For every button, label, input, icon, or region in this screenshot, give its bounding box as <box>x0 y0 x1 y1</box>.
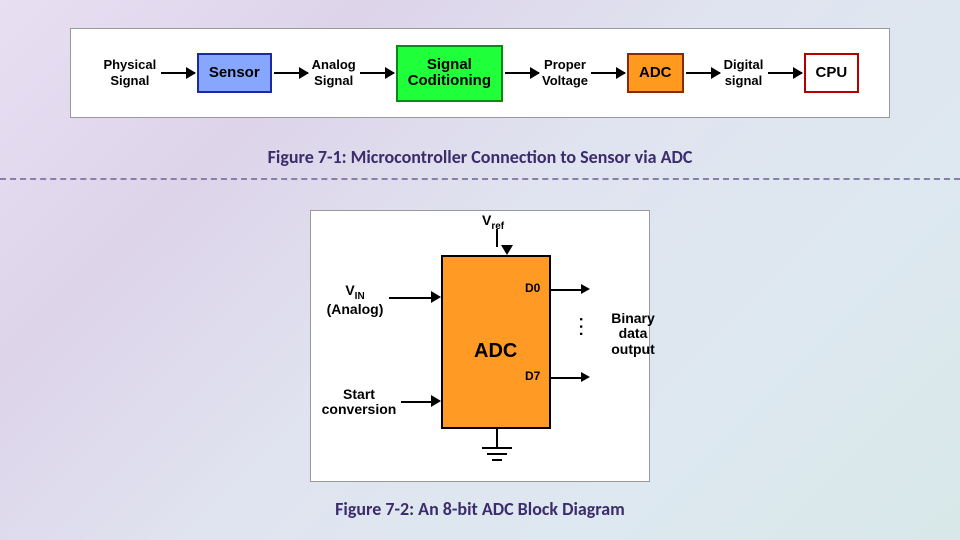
label-physical-signal: PhysicalSignal <box>101 57 159 88</box>
arrow-icon <box>161 72 195 74</box>
arrow-icon <box>505 72 539 74</box>
arrow-icon <box>274 72 308 74</box>
ground-icon <box>492 459 502 461</box>
arrowhead-icon <box>501 245 513 255</box>
label-d7: D7 <box>525 370 540 383</box>
arrowhead-icon <box>431 291 441 303</box>
pin-ground <box>496 429 498 447</box>
box-signal-conditioning: SignalCoditioning <box>396 45 503 102</box>
pin-d0 <box>551 289 581 291</box>
box-sensor: Sensor <box>197 53 272 94</box>
label-binary-output: Binarydataoutput <box>603 311 663 357</box>
arrow-icon <box>686 72 720 74</box>
label-d0: D0 <box>525 282 540 295</box>
arrowhead-icon <box>581 284 590 294</box>
pin-vin <box>389 297 433 299</box>
ground-icon <box>482 447 512 449</box>
box-adc: ADC <box>627 53 684 94</box>
adc-block-label: ADC <box>474 340 517 363</box>
arrow-icon <box>360 72 394 74</box>
label-analog-signal: AnalogSignal <box>310 57 358 88</box>
box-cpu: CPU <box>804 53 860 94</box>
label-vref: Vref <box>482 213 504 232</box>
arrowhead-icon <box>581 372 590 382</box>
figure-2-caption: Figure 7-2: An 8-bit ADC Block Diagram <box>0 498 960 520</box>
pin-d7 <box>551 377 581 379</box>
arrow-icon <box>768 72 802 74</box>
arrow-icon <box>591 72 625 74</box>
figure-1-flowchart: PhysicalSignal Sensor AnalogSignal Signa… <box>70 28 890 118</box>
arrowhead-icon <box>431 395 441 407</box>
label-vin: VIN(Analog) <box>323 283 387 317</box>
ellipsis-icon: ··· <box>571 317 589 339</box>
ground-icon <box>487 453 507 455</box>
label-proper-voltage: ProperVoltage <box>541 57 589 88</box>
label-start: Startconversion <box>317 387 401 418</box>
label-digital-signal: Digitalsignal <box>722 57 766 88</box>
figure-2-block-diagram: ADC Vref VIN(Analog) Startconversion D0 … <box>310 210 650 482</box>
pin-start <box>401 401 433 403</box>
section-divider <box>0 178 960 180</box>
figure-1-caption: Figure 7-1: Microcontroller Connection t… <box>0 146 960 168</box>
